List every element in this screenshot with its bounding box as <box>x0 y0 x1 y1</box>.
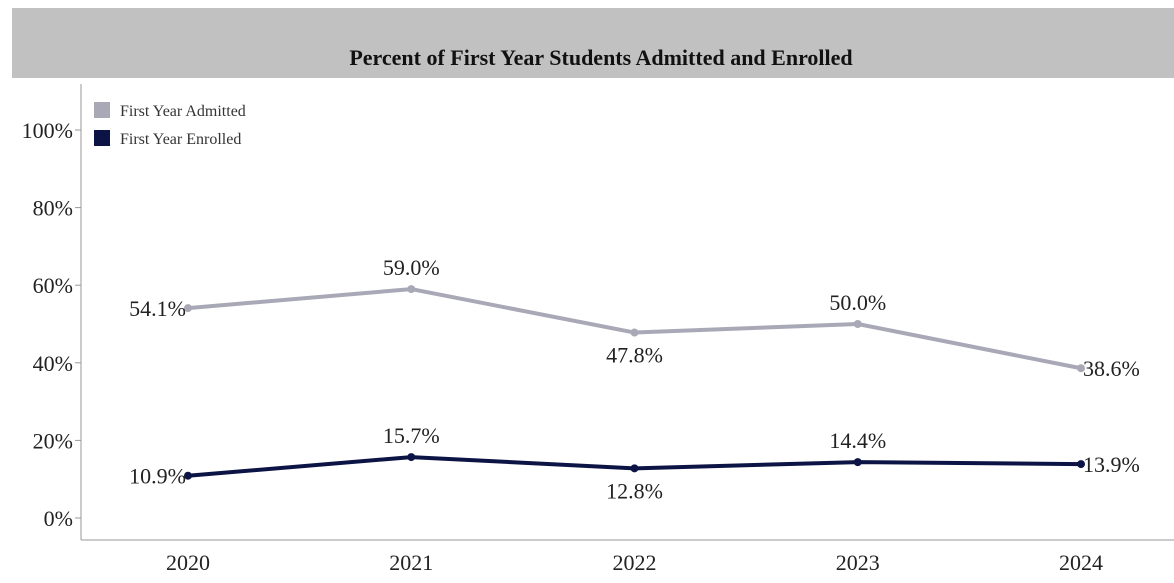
x-tick-label: 2021 <box>389 550 433 575</box>
data-label: 15.7% <box>383 423 440 448</box>
data-point <box>1077 460 1085 469</box>
data-label: 13.9% <box>1083 452 1140 477</box>
data-label: 50.0% <box>829 290 886 315</box>
y-tick-label: 0% <box>44 506 73 531</box>
y-tick-label: 80% <box>33 196 73 221</box>
legend-swatch <box>94 130 110 146</box>
legend-label: First Year Enrolled <box>120 131 241 148</box>
data-point <box>407 285 416 294</box>
x-tick-label: 2023 <box>836 550 880 575</box>
series-layer <box>184 285 1085 480</box>
data-label: 59.0% <box>383 255 440 280</box>
data-label: 10.9% <box>129 464 186 489</box>
chart-title: Percent of First Year Students Admitted … <box>349 45 852 70</box>
data-point <box>853 458 862 467</box>
data-point <box>407 453 416 462</box>
data-point <box>630 328 639 337</box>
data-point <box>630 464 639 473</box>
y-tick-label: 60% <box>33 273 73 298</box>
title-band <box>12 8 1174 78</box>
legend-swatch <box>94 102 110 118</box>
y-tick-label: 20% <box>33 428 73 453</box>
data-point <box>1077 364 1085 373</box>
tick-labels: 0% 20% 40% 60% 80% 100% 2020 2021 2022 2023 2024 <box>22 118 1103 575</box>
y-tick-label: 40% <box>33 351 73 376</box>
x-tick-label: 2024 <box>1059 550 1103 575</box>
data-label: 14.4% <box>829 428 886 453</box>
legend-label: First Year Admitted <box>120 103 246 120</box>
data-label: 47.8% <box>606 343 663 368</box>
data-point <box>184 471 192 480</box>
data-label: 12.8% <box>606 478 663 503</box>
data-labels: 54.1% 59.0% 47.8% 50.0% 38.6% 10.9% 15.7% 12.8%… <box>129 255 1140 503</box>
data-label: 54.1% <box>129 296 186 321</box>
data-point <box>184 304 192 313</box>
y-tick-label: 100% <box>22 118 73 143</box>
data-label: 38.6% <box>1083 356 1140 381</box>
data-point <box>853 320 862 328</box>
x-tick-label: 2020 <box>166 550 210 575</box>
x-tick-label: 2022 <box>613 550 657 575</box>
legend: First Year Admitted First Year Enrolled <box>94 102 246 148</box>
axes <box>75 84 1174 541</box>
